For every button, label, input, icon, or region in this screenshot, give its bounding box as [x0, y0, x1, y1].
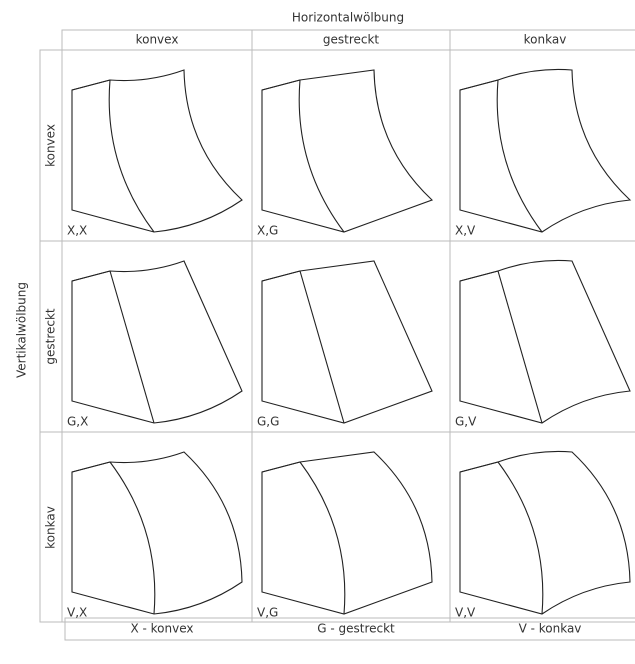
shape-edge [71, 461, 111, 473]
shape-edge [261, 461, 301, 473]
shape-outline [71, 69, 243, 233]
grid-frame [39, 49, 635, 623]
side-title: Vertikalwölbung [15, 282, 29, 378]
shape-outline [459, 450, 631, 615]
shape-edge [108, 79, 155, 233]
row-header: konvex [44, 124, 58, 167]
shape-outline [261, 260, 433, 424]
shape-edge [459, 270, 499, 282]
shape-edge [459, 79, 499, 91]
shape-edge [261, 79, 301, 91]
shape-edge [497, 461, 544, 615]
shape-edge [299, 270, 345, 424]
shape-outline [261, 451, 433, 615]
shape-edge [109, 461, 156, 615]
cell-label: G,G [257, 415, 279, 429]
cell-label: V,V [455, 606, 476, 620]
legend-item: G - gestreckt [317, 622, 395, 636]
cell-label: X,G [257, 224, 278, 238]
cell-label: G,X [67, 415, 88, 429]
legend-box [64, 617, 635, 641]
shape-outline [71, 451, 243, 615]
shape-edge [71, 270, 111, 282]
column-header: konkav [524, 33, 567, 47]
shape-outline [261, 69, 434, 233]
title: Horizontalwölbung [292, 11, 404, 25]
legend-item: X - konvex [130, 622, 193, 636]
cell-label: X,V [455, 224, 476, 238]
legend-item: V - konkav [519, 622, 582, 636]
shape-edge [298, 79, 345, 233]
row-header: konkav [44, 506, 58, 549]
column-header: konvex [136, 33, 179, 47]
cell-label: V,G [257, 606, 278, 620]
cell-label: V,X [67, 606, 87, 620]
shape-outline [459, 259, 631, 424]
shape-edge [459, 461, 499, 473]
shape-outline [459, 68, 632, 233]
cell-label: G,V [455, 415, 477, 429]
row-header: gestreckt [44, 308, 58, 365]
shape-edge [109, 270, 155, 424]
cell-label: X,X [67, 224, 87, 238]
shape-outline [71, 260, 243, 424]
shape-edge [71, 79, 111, 91]
shape-edge [299, 461, 346, 615]
shape-edge [496, 79, 543, 233]
shape-edge [261, 270, 301, 282]
column-header: gestreckt [323, 33, 380, 47]
shape-edge [497, 270, 543, 424]
